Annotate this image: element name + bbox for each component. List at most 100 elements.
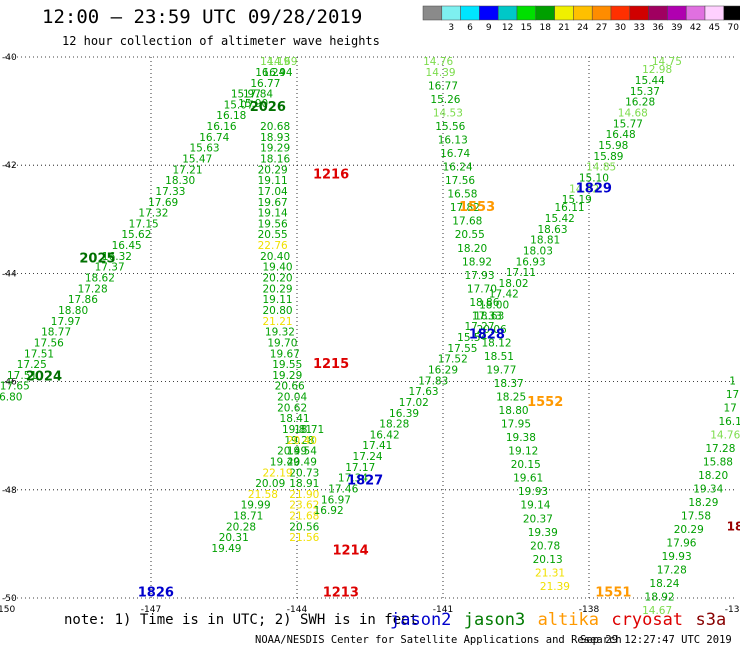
wave-height-point: 18.51 bbox=[484, 351, 514, 363]
wave-height-point: 20.40 bbox=[260, 251, 290, 263]
wave-height-point: 22.76 bbox=[258, 240, 288, 252]
wave-height-point: 15.97 bbox=[231, 89, 261, 101]
scale-swatch bbox=[516, 5, 537, 21]
wave-height-point: 19.49 bbox=[211, 543, 241, 555]
wave-height-point: 16.92 bbox=[314, 505, 344, 517]
wave-height-point: 20.78 bbox=[530, 540, 560, 552]
wave-height-point: 20.13 bbox=[533, 554, 563, 566]
wave-height-point: 18.92 bbox=[645, 592, 675, 604]
y-tick-label: -46 bbox=[2, 378, 17, 388]
wave-height-point: 15.37 bbox=[630, 86, 660, 98]
wave-height-point: 15.63 bbox=[190, 143, 220, 155]
x-tick-label: -144 bbox=[287, 605, 308, 615]
wave-height-point: 14.68 bbox=[618, 108, 648, 120]
wave-height-point: 15.77 bbox=[613, 118, 643, 130]
wave-height-point: 17.68 bbox=[452, 216, 482, 228]
wave-height-point: 17.56 bbox=[445, 175, 475, 187]
scale-swatch bbox=[685, 5, 706, 21]
scale-swatch bbox=[441, 5, 461, 21]
y-tick-label: -40 bbox=[2, 53, 17, 63]
wave-height-point: 16.24 bbox=[255, 67, 285, 79]
scale-swatch bbox=[667, 5, 687, 21]
wave-height-point: 18.37 bbox=[494, 378, 524, 390]
wave-height-point: 17.42 bbox=[489, 289, 519, 301]
wave-height-point: 17.63 bbox=[409, 386, 439, 398]
wave-height-point: 18.91 bbox=[289, 478, 319, 490]
wave-height-point: 17.17 bbox=[345, 462, 375, 474]
wave-height-point: 19.67 bbox=[258, 197, 288, 209]
wave-height-point: 18.81 bbox=[530, 235, 560, 247]
wave-height-point: 17.37 bbox=[95, 262, 125, 274]
wave-height-point: 15.88 bbox=[703, 456, 733, 468]
wave-height-point: 19.56 bbox=[258, 218, 288, 230]
wave-height-point: 18.63 bbox=[474, 310, 504, 322]
wave-height-point: 19.28 bbox=[284, 435, 314, 447]
wave-height-point: 19.39 bbox=[528, 527, 558, 539]
wave-height-point: 17.97 bbox=[51, 316, 81, 328]
wave-height-point: 20.37 bbox=[523, 513, 553, 525]
wave-height-point: 19.29 bbox=[260, 143, 290, 155]
wave-height-point: 14.76 bbox=[423, 56, 453, 68]
wave-height-point: 18.25 bbox=[496, 392, 526, 404]
pass-time-label: 2026 bbox=[250, 100, 286, 115]
wave-height-point: 20.40 bbox=[287, 435, 317, 447]
wave-height-point: 16.97 bbox=[321, 494, 351, 506]
wave-height-point: 14.19 bbox=[260, 56, 290, 68]
wave-height-point: 16.80 bbox=[0, 392, 22, 404]
wave-height-point: 18.12 bbox=[482, 337, 512, 349]
scale-swatch bbox=[497, 5, 518, 21]
scale-swatch bbox=[554, 5, 574, 21]
wave-height-point: 16.32 bbox=[102, 251, 132, 263]
wave-height-point: 16.77 bbox=[428, 80, 458, 92]
wave-height-point: 18.03 bbox=[523, 245, 553, 257]
wave-height-point: 17.28 bbox=[78, 283, 108, 295]
x-tick-label: -147 bbox=[141, 605, 161, 615]
wave-height-point: 17 bbox=[723, 402, 736, 414]
wave-height-point: 19.67 bbox=[270, 348, 300, 360]
page-title: 12:00 – 23:59 UTC 09/28/2019 bbox=[42, 6, 363, 28]
y-tick-label: -42 bbox=[2, 161, 17, 171]
wave-height-point: 23.62 bbox=[289, 500, 319, 512]
wave-height-point: 20.28 bbox=[226, 521, 256, 533]
wave-height-point: 16.74 bbox=[440, 148, 470, 160]
wave-height-point: 15.54 bbox=[457, 332, 487, 344]
wave-height-point: 16.1 bbox=[718, 416, 740, 428]
wave-height-point: 16.29 bbox=[428, 364, 458, 376]
wave-height-point: 18.28 bbox=[379, 419, 409, 431]
scale-tick-label: 36 bbox=[652, 23, 664, 33]
wave-height-point: 18.24 bbox=[649, 578, 679, 590]
wave-height-point: 16.94 bbox=[263, 67, 293, 79]
wave-height-point: 14.39 bbox=[426, 67, 456, 79]
scale-swatch bbox=[573, 5, 593, 21]
wave-height-point: 20.06 bbox=[477, 324, 507, 336]
wave-height-point: 16.28 bbox=[625, 97, 655, 109]
pass-time-label: 1829 bbox=[576, 181, 612, 196]
wave-height-point: 17.56 bbox=[34, 337, 64, 349]
scale-tick-label: 9 bbox=[486, 23, 492, 33]
wave-height-point: 20.56 bbox=[289, 521, 319, 533]
wave-height-point: 21.58 bbox=[248, 489, 278, 501]
scale-swatch bbox=[704, 5, 725, 21]
wave-height-point: 17.83 bbox=[418, 375, 448, 387]
wave-height-point: 19.11 bbox=[263, 294, 293, 306]
scale-swatch bbox=[460, 5, 480, 21]
wave-height-point: 19.11 bbox=[258, 175, 288, 187]
wave-height-point: 18.92 bbox=[462, 256, 492, 268]
footer-timestamp: Sep 29 12:27:47 UTC 2019 bbox=[580, 634, 732, 646]
wave-height-point: 20.20 bbox=[263, 273, 293, 285]
wave-height-point: 21.68 bbox=[289, 511, 319, 523]
wave-height-point: 18.20 bbox=[698, 470, 728, 482]
wave-height-point: 16.16 bbox=[207, 121, 237, 133]
wave-height-point: 18.80 bbox=[499, 405, 529, 417]
wave-height-point: 15.62 bbox=[121, 229, 151, 241]
wave-height-point: 15.44 bbox=[635, 75, 665, 87]
wave-height-point: 17.32 bbox=[138, 208, 168, 220]
wave-height-point: 22.19 bbox=[263, 467, 293, 479]
wave-height-point: 15.10 bbox=[579, 172, 609, 184]
wave-height-point: 15.47 bbox=[182, 153, 212, 165]
pass-time-label: 2025 bbox=[79, 252, 115, 267]
wave-height-point: 17.52 bbox=[438, 354, 468, 366]
wave-height-point: 15.19 bbox=[562, 194, 592, 206]
x-tick-label: -138 bbox=[579, 605, 600, 615]
